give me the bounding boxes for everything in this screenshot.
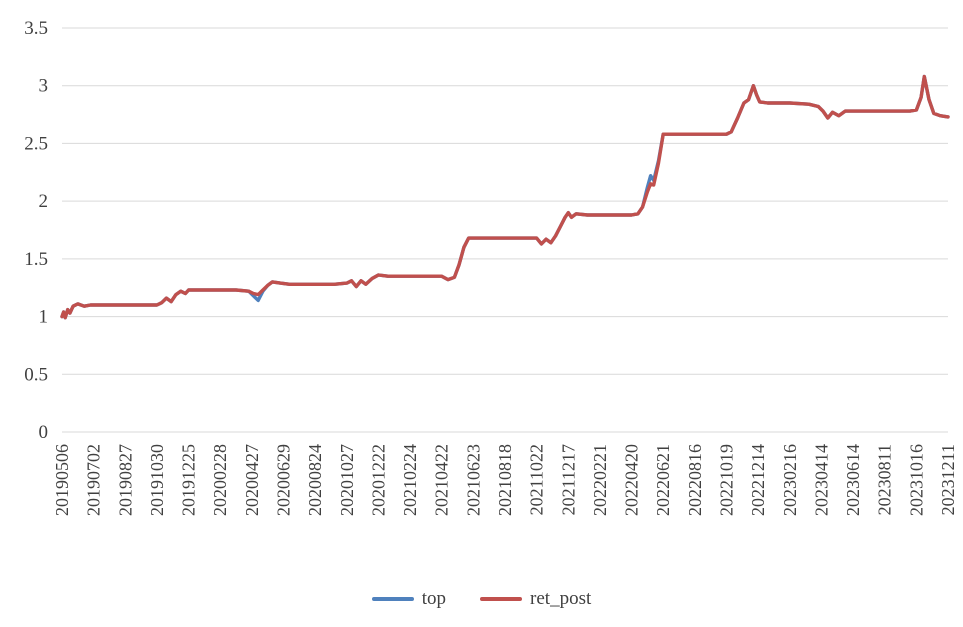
x-tick-label: 20200427 (242, 444, 262, 516)
x-tick-label: 20220221 (590, 444, 610, 516)
x-tick-label: 20210422 (432, 444, 452, 516)
legend-label-top: top (421, 588, 447, 609)
x-tick-label: 20221214 (748, 444, 768, 516)
y-tick-label: 3.5 (24, 18, 48, 39)
x-tick-label: 20221019 (717, 444, 737, 516)
legend-item-ret-post: ret_post (480, 588, 591, 610)
x-tick-label: 20190702 (84, 444, 104, 516)
x-tick-label: 20211217 (558, 444, 578, 515)
x-tick-label: 20220420 (622, 444, 642, 516)
y-tick-label: 1.5 (24, 249, 48, 270)
x-tick-label: 20201027 (337, 444, 357, 516)
chart-plot-area: 0 0.5 1 1.5 2 2.5 3 3.5 20190506 20190702 20190827… (24, 18, 958, 516)
x-tick-label: 20200824 (305, 444, 325, 516)
x-tick-label: 20230414 (811, 444, 831, 516)
x-tick-label: 20200228 (210, 444, 230, 516)
y-tick-label: 1 (39, 307, 49, 328)
series-line-top (60, 74, 950, 320)
x-tick-label: 20231016 (906, 444, 926, 516)
x-tick-label: 20220816 (685, 444, 705, 516)
x-tick-label: 20190506 (52, 444, 72, 516)
x-tick-label: 20210224 (400, 444, 420, 516)
legend-swatch-top-icon (371, 597, 414, 601)
legend-swatch-ret-post-icon (480, 597, 523, 601)
x-tick-label: 20191225 (179, 444, 199, 516)
y-tick-label: 2 (39, 191, 49, 212)
x-tick-label: 20200629 (274, 444, 294, 516)
x-tick-label: 20210818 (495, 444, 515, 516)
chart-legend: top ret_post (0, 588, 963, 610)
x-tick-label: 20220621 (653, 444, 673, 516)
y-tick-label: 2.5 (24, 133, 48, 154)
x-tick-label: 20230614 (843, 444, 863, 516)
x-tick-label: 20210623 (463, 444, 483, 516)
legend-label-ret-post: ret_post (530, 588, 592, 609)
x-tick-label: 20191030 (147, 444, 167, 516)
x-tick-label: 20230811 (875, 444, 895, 515)
series-line-ret_post (60, 74, 950, 320)
y-tick-label: 0.5 (24, 364, 48, 385)
y-tick-label: 3 (39, 76, 49, 97)
x-tick-label: 20211022 (527, 444, 547, 515)
x-tick-label: 20230216 (780, 444, 800, 516)
x-tick-label: 20231211 (938, 444, 958, 515)
x-tick-label: 20201222 (368, 444, 388, 516)
x-tick-label: 20190827 (115, 444, 135, 516)
legend-item-top: top (371, 588, 447, 610)
y-tick-label: 0 (39, 422, 49, 443)
